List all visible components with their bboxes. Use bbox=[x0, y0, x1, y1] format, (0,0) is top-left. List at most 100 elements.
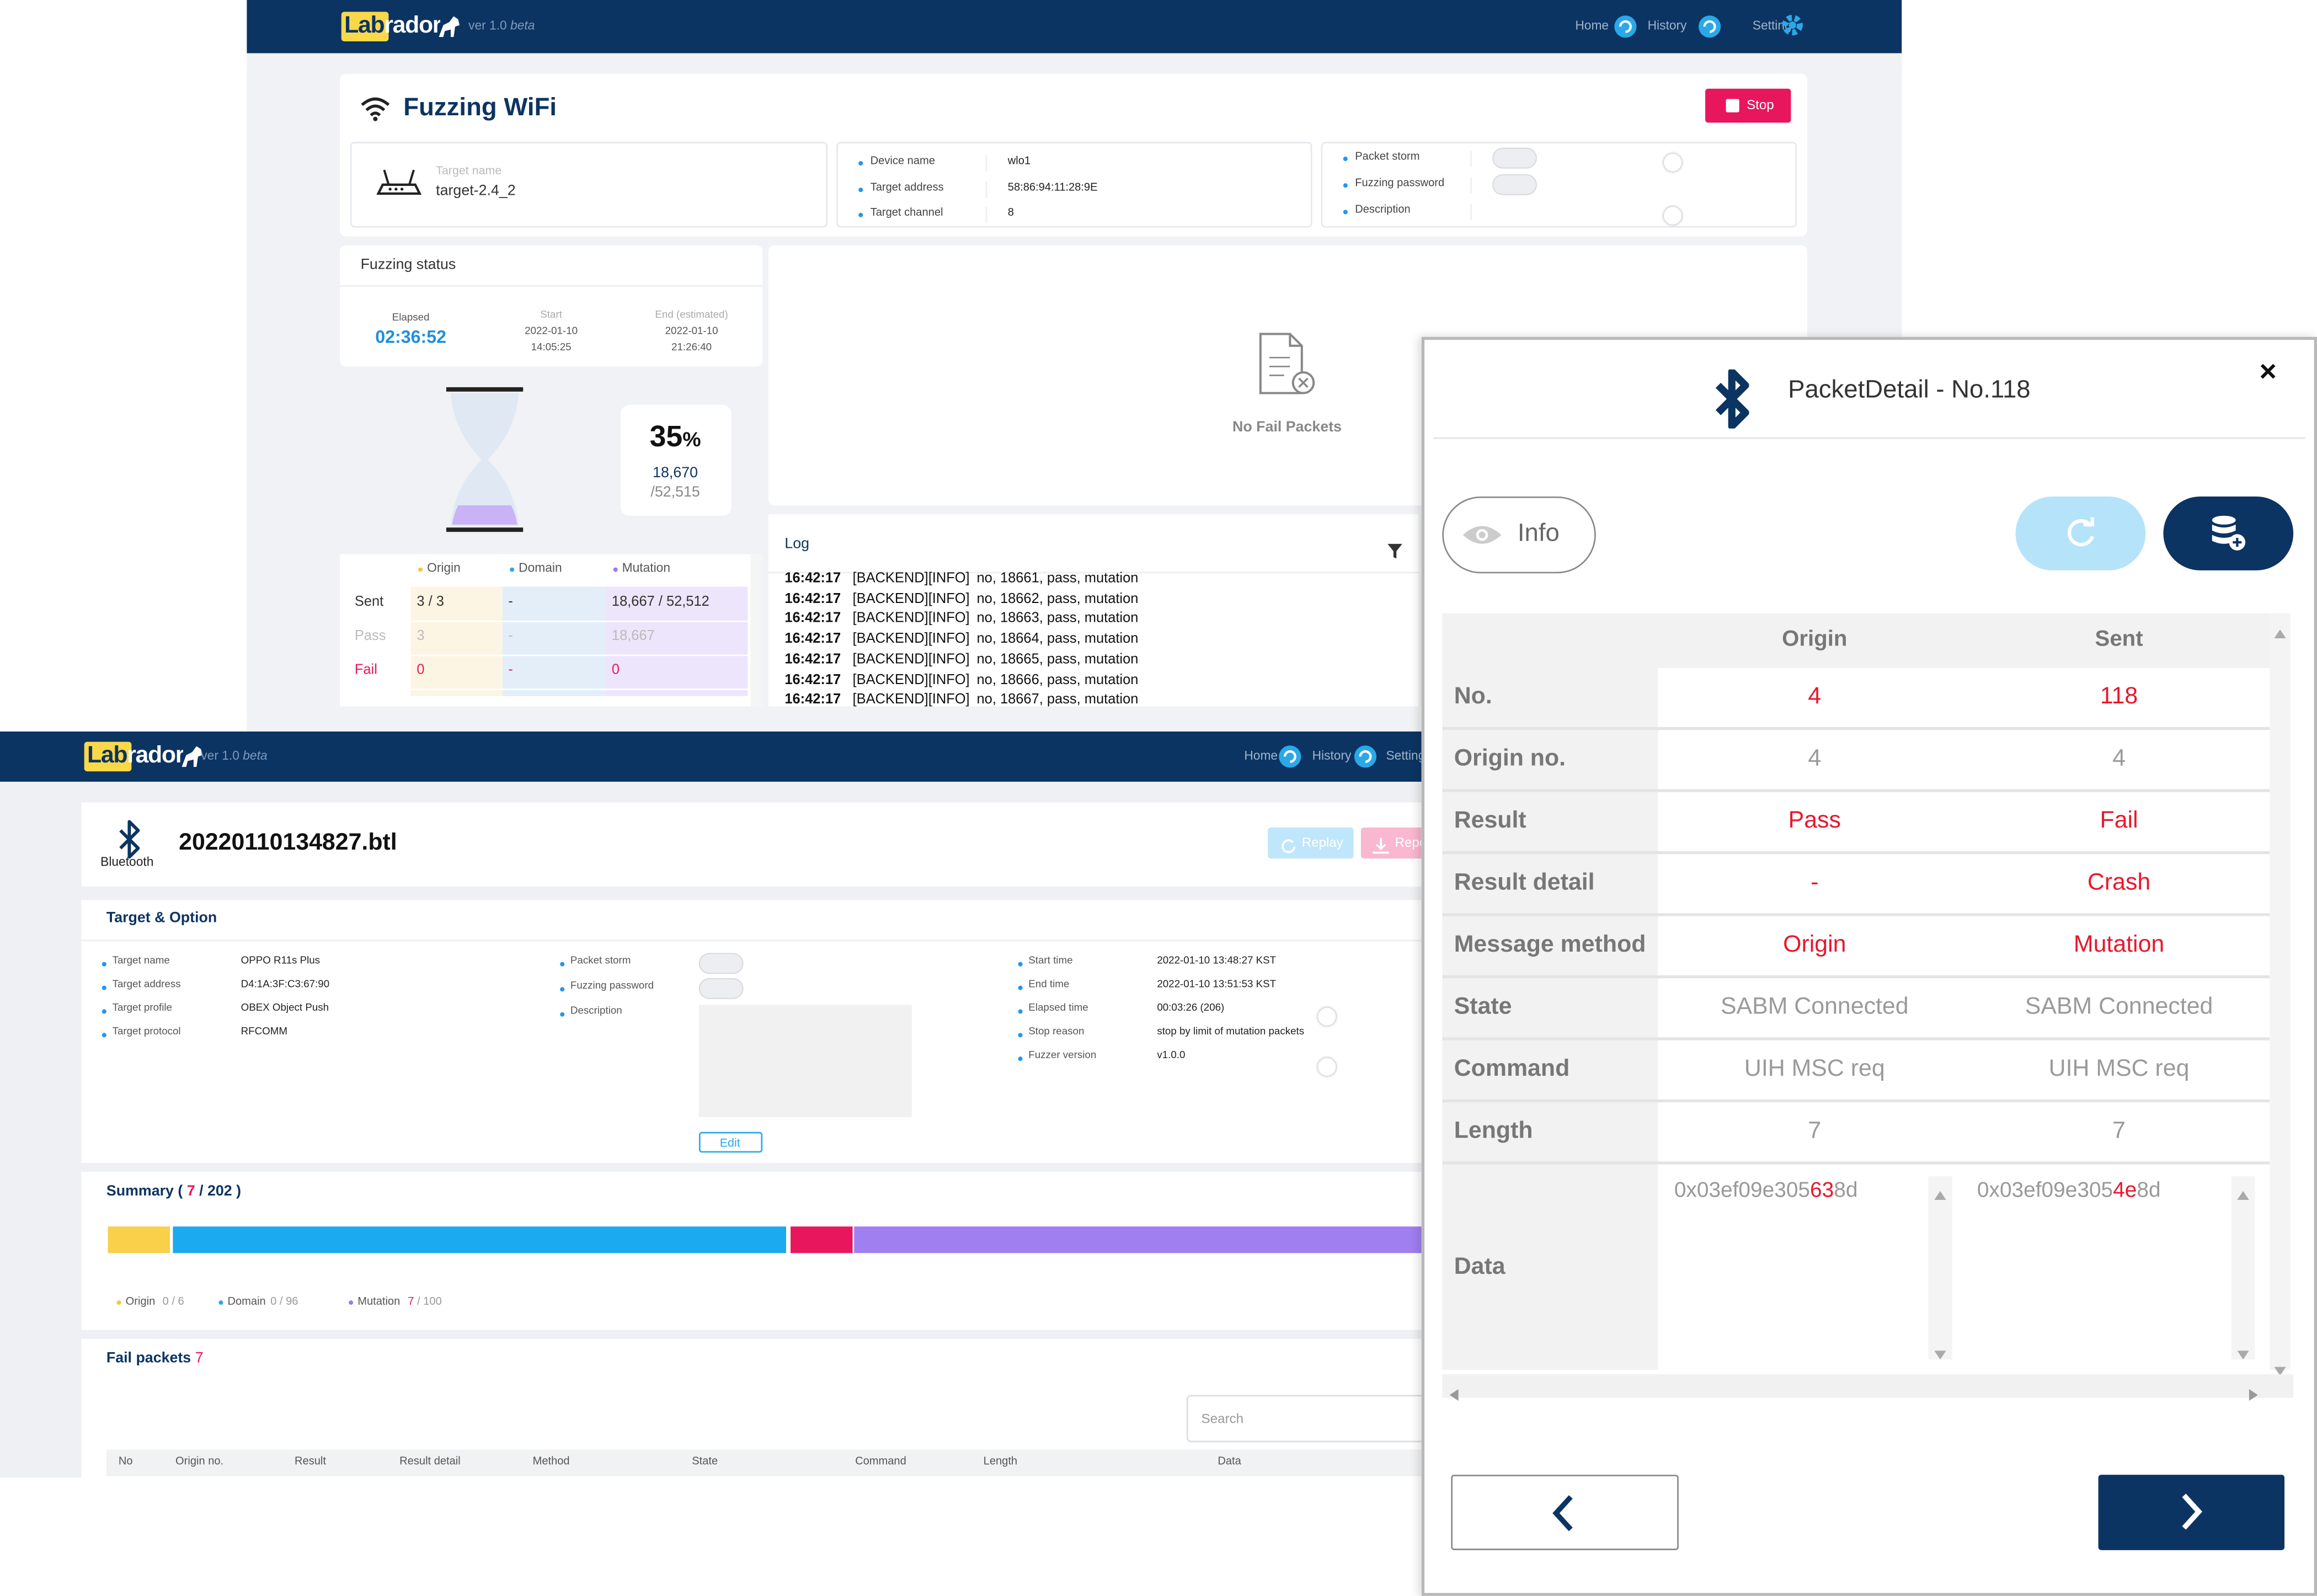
nav-item[interactable]: History bbox=[1647, 18, 1687, 33]
sent-value: 7 bbox=[2112, 1118, 2126, 1144]
row-line bbox=[1442, 1037, 2270, 1040]
scroll-arrow-part bbox=[2237, 1351, 2249, 1360]
nav-icon[interactable] bbox=[1354, 745, 1378, 768]
scroll-arrow-part bbox=[2237, 1351, 2249, 1360]
edit-button-label[interactable]: Edit bbox=[719, 1135, 740, 1149]
scroll-arrow-part bbox=[1449, 1389, 1459, 1401]
eye-icon bbox=[1461, 523, 1503, 547]
log-tag: [BACKEND][INFO] bbox=[852, 651, 970, 668]
replay-button[interactable]: Replay bbox=[1268, 827, 1354, 859]
bluetooth-icon-part bbox=[119, 820, 140, 859]
toggle[interactable] bbox=[1492, 147, 1682, 172]
next-icon-part bbox=[2182, 1493, 2203, 1530]
empty-icon bbox=[1257, 331, 1316, 399]
end-label: End (estimated) bbox=[655, 310, 728, 321]
prev-button[interactable] bbox=[1451, 1475, 1679, 1550]
column-header: Command bbox=[855, 1454, 906, 1467]
origin-value: Pass bbox=[1788, 808, 1841, 834]
summary-segment bbox=[173, 1226, 786, 1253]
toggle[interactable] bbox=[698, 953, 1336, 1026]
nav-icon[interactable] bbox=[1614, 15, 1637, 39]
stop-button[interactable]: Stop bbox=[1705, 88, 1791, 123]
nav-icon-part bbox=[1699, 15, 1721, 38]
report-button-label[interactable]: Report bbox=[1395, 835, 1422, 850]
info-button-label[interactable]: Info bbox=[1517, 519, 1560, 547]
search-placeholder[interactable]: Search bbox=[1201, 1411, 1244, 1426]
legend-label: Domain bbox=[227, 1294, 266, 1308]
origin-value: Origin bbox=[1783, 932, 1846, 958]
empty-text: No Fail Packets bbox=[1232, 419, 1342, 436]
legend-count: 7 / 100 bbox=[408, 1294, 442, 1308]
nav-icon-part bbox=[1354, 745, 1377, 768]
start-label: Start bbox=[540, 310, 562, 321]
scroll-arrow bbox=[2274, 619, 2286, 639]
info-button[interactable]: Info bbox=[1442, 496, 1596, 574]
option-label: Packet storm bbox=[1355, 149, 1420, 163]
nav-item[interactable]: Home bbox=[1244, 748, 1278, 763]
legend-label: Origin bbox=[125, 1294, 156, 1308]
report-button[interactable]: Report bbox=[1360, 827, 1422, 859]
counts-table: Origin Domain Mutation Sent 3 / 3 - 18,667 / 5… bbox=[340, 554, 763, 707]
router-icon-part bbox=[388, 188, 392, 191]
divider bbox=[1470, 204, 1472, 221]
bluetooth-icon-part bbox=[1715, 368, 1749, 430]
nav-item[interactable]: Setting bbox=[1386, 748, 1422, 763]
table-header bbox=[106, 1449, 1422, 1476]
replay-button-label[interactable]: Replay bbox=[1301, 835, 1343, 850]
bluetooth-icon-part bbox=[119, 820, 140, 859]
save-button[interactable] bbox=[2163, 496, 2294, 570]
router-icon-part bbox=[400, 188, 404, 191]
toggle-knob[interactable] bbox=[1664, 206, 1682, 225]
sent-data: 0x03ef09e3054e8d bbox=[1977, 1179, 2161, 1203]
device-card: Device name wlo1 Target address 58:86:94:11… bbox=[836, 142, 1312, 228]
nav-icon-part bbox=[1703, 20, 1716, 33]
status-card: Fuzzing status Elapsed 02:36:52 Start 2022-0… bbox=[340, 245, 763, 367]
column-header: Mutation bbox=[622, 560, 671, 575]
edit-button[interactable]: Edit bbox=[698, 1131, 763, 1153]
nav-icon[interactable] bbox=[1278, 745, 1302, 768]
search-box[interactable]: Search bbox=[1186, 1395, 1422, 1443]
refresh-icon bbox=[2064, 517, 2097, 549]
count-cell: - bbox=[508, 628, 513, 644]
toggle[interactable] bbox=[698, 978, 1336, 1076]
logo-dog-part bbox=[439, 16, 460, 37]
nav-item[interactable]: Home bbox=[1575, 18, 1609, 33]
bullet bbox=[1343, 156, 1348, 161]
row-line bbox=[1442, 1099, 2270, 1103]
device-label: Target channel bbox=[870, 205, 943, 219]
toggle-knob[interactable] bbox=[1318, 1007, 1336, 1026]
toggle-knob[interactable] bbox=[1664, 153, 1682, 172]
target-label: Target name bbox=[436, 164, 502, 178]
refresh-button[interactable] bbox=[2015, 496, 2146, 570]
nav-icon[interactable] bbox=[1698, 15, 1722, 39]
log-time: 16:42:17 bbox=[784, 631, 841, 648]
scroll-arrow-part bbox=[2237, 1191, 2249, 1200]
router-icon bbox=[375, 167, 423, 200]
row-line bbox=[340, 620, 748, 622]
filter-icon-part bbox=[1387, 543, 1402, 559]
start-date: 2022-01-10 bbox=[525, 326, 578, 337]
bullet bbox=[1018, 985, 1023, 990]
row-line bbox=[340, 654, 748, 656]
wifi-icon-part bbox=[365, 104, 386, 111]
scroll-arrow bbox=[1449, 1381, 1459, 1401]
toggle[interactable] bbox=[1492, 174, 1682, 225]
refresh-icon-part bbox=[2067, 517, 2095, 547]
toggle-knob[interactable] bbox=[1318, 1058, 1336, 1076]
log-time: 16:42:17 bbox=[784, 611, 841, 627]
dialog-title: PacketDetail - No.118 bbox=[1788, 375, 2031, 404]
next-button[interactable] bbox=[2098, 1475, 2285, 1550]
section-title: Fail packets 7 bbox=[106, 1351, 204, 1367]
stop-button-label[interactable]: Stop bbox=[1747, 97, 1774, 113]
data-scrollbar bbox=[2231, 1176, 2255, 1360]
nav-icon[interactable] bbox=[1781, 13, 1805, 37]
sent-value: 118 bbox=[2100, 684, 2138, 709]
hourglass-part bbox=[446, 387, 524, 392]
empty-icon-part bbox=[1289, 334, 1302, 347]
close-button[interactable]: × bbox=[2259, 356, 2277, 389]
summary-segment bbox=[854, 1226, 1422, 1253]
row-label: Result detail bbox=[1454, 870, 1595, 896]
nav-item[interactable]: History bbox=[1312, 748, 1352, 763]
empty-icon-part bbox=[1298, 377, 1309, 388]
legend-total: / 100 bbox=[417, 1294, 442, 1308]
